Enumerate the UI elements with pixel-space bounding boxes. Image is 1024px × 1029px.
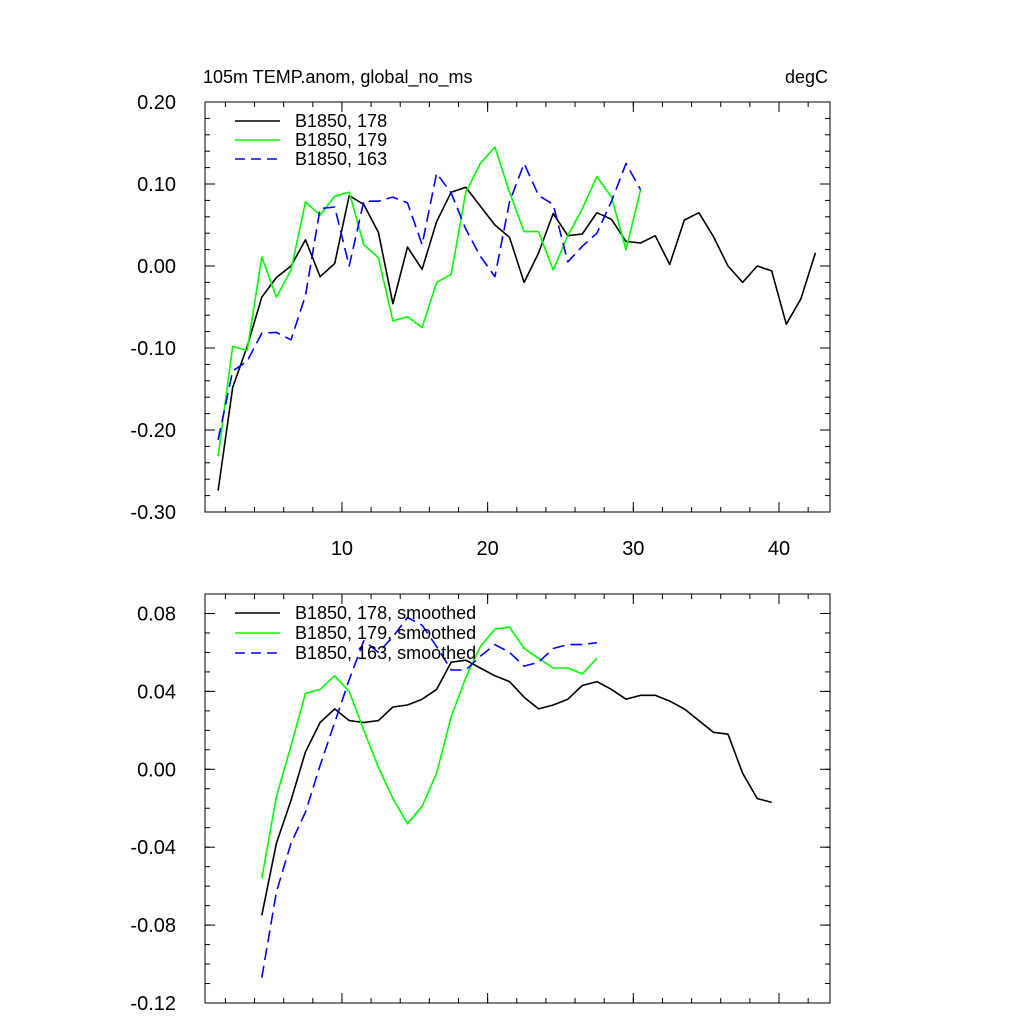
y-tick-label: -0.12 [130,993,176,1015]
y-tick-label: 0.10 [137,174,176,196]
legend-label: B1850, 178 [295,111,387,131]
legend-label: B1850, 178, smoothed [295,603,476,623]
x-tick-label: 20 [477,538,499,560]
series-line-2 [217,146,642,457]
series-line-1 [261,659,772,916]
legend-label: B1850, 179 [295,130,387,150]
legend-label: B1850, 163 [295,149,387,169]
plot-frame [204,593,831,1004]
x-tick-label: 40 [768,538,790,560]
legend-label: B1850, 179, smoothed [295,623,476,643]
y-tick-label: -0.30 [130,502,176,524]
series-line-3 [217,162,642,440]
y-tick-label: -0.04 [130,837,176,859]
top-panel: 0.20 0.10 0.00 -0.10 -0.20 -0.30 10 20 30 40 105m … [130,67,831,560]
chart-title: 105m TEMP.anom, global_no_ms [203,67,473,88]
y-tick-label: 0.00 [137,256,176,278]
plot-frame [204,101,831,513]
series-line-3 [261,616,598,978]
y-tick-label: -0.10 [130,338,176,360]
bottom-panel: 0.08 0.04 0.00 -0.04 -0.08 -0.12 B1850, 178, s… [130,593,831,1015]
y-tick-label: 0.04 [137,681,176,703]
y-tick-label: 0.20 [137,92,176,114]
series-line-1 [217,186,817,491]
legend-label: B1850, 163, smoothed [295,643,476,663]
y-tick-label: 0.08 [137,603,176,625]
series-line-2 [261,626,598,879]
chart-units: degC [785,67,828,87]
x-tick-label: 10 [331,538,353,560]
x-tick-label: 30 [622,538,644,560]
y-tick-label: -0.20 [130,420,176,442]
y-tick-label: 0.00 [137,759,176,781]
y-tick-label: -0.08 [130,915,176,937]
